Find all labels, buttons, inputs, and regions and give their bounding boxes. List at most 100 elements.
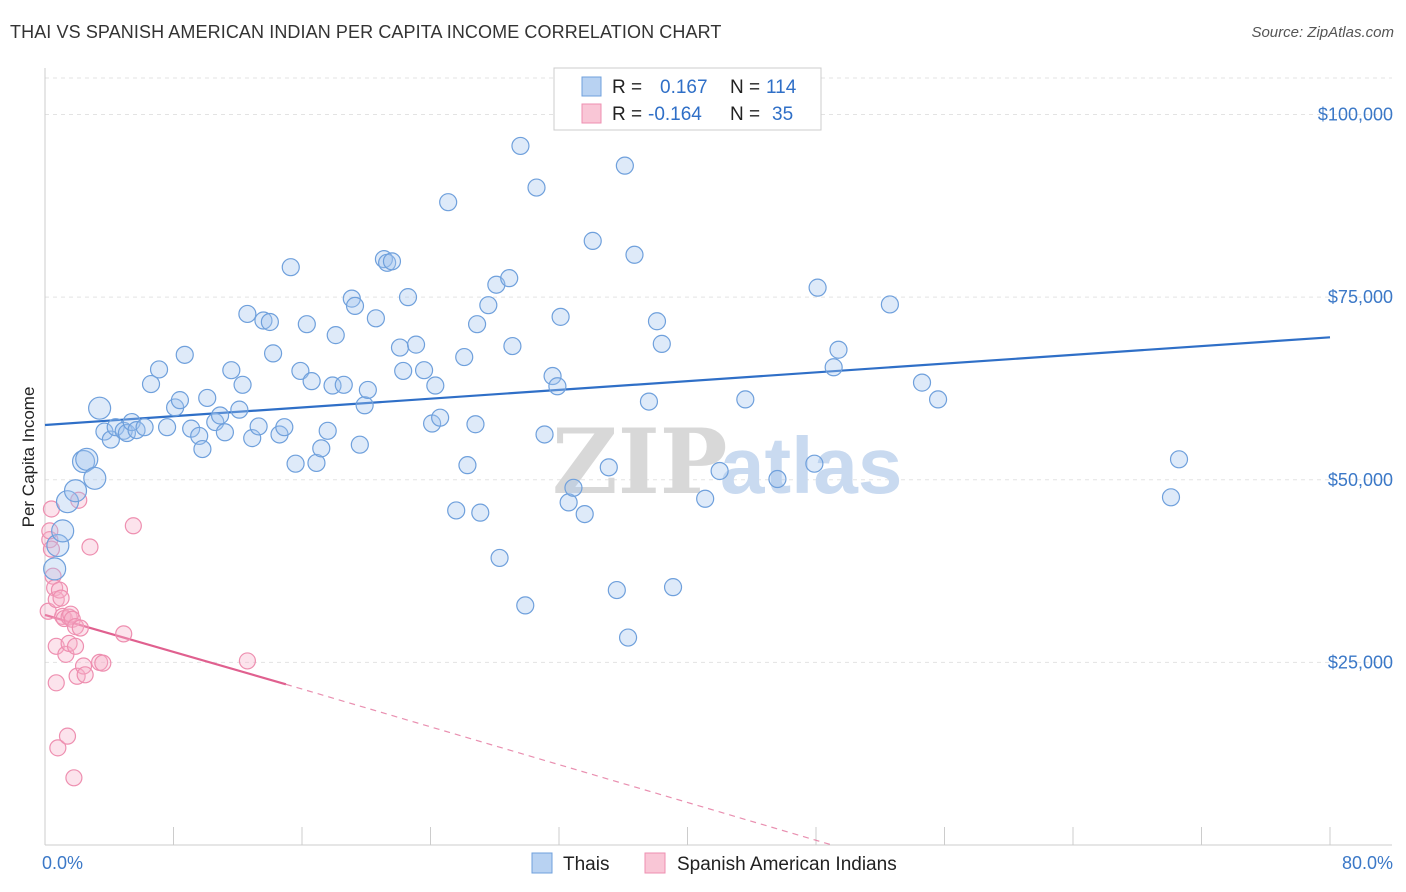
thais-point-68 — [431, 408, 450, 427]
thais-point-105 — [824, 358, 843, 377]
thais-point-22 — [175, 345, 194, 364]
thais-point-93 — [615, 156, 634, 175]
thais-point-1 — [46, 533, 70, 558]
thais-point-100 — [696, 489, 715, 508]
thais-point-104 — [808, 278, 827, 297]
watermark-zip: ZIP — [552, 409, 727, 515]
thais-point-17 — [141, 374, 161, 394]
thais-point-70 — [447, 501, 466, 520]
thais-point-77 — [490, 548, 509, 568]
thais-point-81 — [516, 596, 535, 615]
spanish-point-8 — [47, 674, 65, 692]
thais-point-69 — [439, 193, 458, 212]
legend-n-value-thais: 114 — [766, 77, 797, 98]
thais-point-96 — [639, 392, 659, 411]
y-tick-labels: $25,000 $50,000 $75,000 $100,000 — [1318, 105, 1393, 673]
legend-r-value-spanish: -0.164 — [648, 104, 702, 125]
trend-line-thais — [44, 336, 1331, 427]
y-tick-label-3: $100,000 — [1318, 105, 1393, 125]
thais-point-110 — [1169, 450, 1189, 469]
legend-r-label-thais: R = — [612, 77, 642, 98]
thais-point-112 — [710, 461, 729, 481]
thais-point-72 — [458, 456, 477, 475]
thais-point-107 — [880, 295, 899, 314]
thais-point-61 — [390, 338, 410, 357]
thais-point-51 — [334, 375, 353, 394]
thais-point-87 — [559, 493, 578, 512]
spanish-point-30 — [94, 654, 112, 672]
watermark: ZIP atlas — [552, 409, 902, 515]
spanish-point-32 — [124, 517, 142, 535]
thais-point-85 — [548, 377, 567, 396]
thais-point-63 — [398, 288, 418, 307]
thais-point-95 — [625, 245, 644, 264]
thais-point-97 — [647, 312, 667, 331]
y-tick-label-1: $50,000 — [1328, 470, 1393, 490]
spanish-point-33 — [238, 652, 256, 670]
x-tick-label-max: 80.0% — [1342, 853, 1393, 873]
source-credit: Source: ZipAtlas.com — [1251, 24, 1394, 41]
y-tick-label-0: $25,000 — [1328, 652, 1393, 672]
thais-point-26 — [198, 388, 217, 408]
bottom-legend-swatch-spanish — [644, 852, 666, 874]
thais-point-90 — [583, 231, 602, 250]
thais-point-44 — [297, 315, 316, 334]
thais-point-0 — [43, 557, 67, 581]
legend-n-label-thais: N = — [730, 77, 760, 98]
axes — [44, 68, 1392, 846]
thais-point-75 — [479, 296, 498, 315]
thais-point-99 — [663, 578, 683, 597]
thais-point-19 — [157, 418, 177, 437]
thais-point-48 — [318, 421, 337, 440]
thais-point-32 — [233, 375, 252, 394]
thais-point-41 — [281, 258, 300, 277]
spanish-point-26 — [74, 657, 93, 675]
thais-point-31 — [230, 400, 249, 419]
thais-point-78 — [500, 269, 519, 288]
thais-point-43 — [291, 361, 310, 381]
thais-point-80 — [511, 136, 530, 156]
correlation-legend: R = 0.167 N = 114 R = -0.164 N = 35 — [553, 67, 822, 131]
trend-line-spanish — [44, 613, 287, 686]
thais-point-47 — [312, 439, 331, 458]
thais-point-21 — [170, 391, 190, 410]
thais-point-54 — [350, 435, 369, 454]
thais-point-82 — [527, 178, 546, 197]
trend-line-spanish-extended — [285, 683, 833, 846]
thais-point-46 — [307, 453, 326, 473]
spanish-point-9 — [49, 739, 67, 757]
thais-point-50 — [326, 326, 345, 345]
thais-point-37 — [260, 312, 279, 332]
chart-title: THAI VS SPANISH AMERICAN INDIAN PER CAPI… — [10, 22, 722, 42]
thais-point-33 — [238, 304, 257, 324]
spanish-point-11 — [52, 589, 70, 607]
thais-point-53 — [345, 296, 365, 316]
thais-point-74 — [471, 503, 490, 522]
thais-point-45 — [302, 372, 321, 391]
thais-point-57 — [366, 309, 385, 328]
thais-point-98 — [652, 334, 671, 353]
thais-point-36 — [254, 311, 273, 330]
thais-point-73 — [467, 315, 487, 334]
thais-point-103 — [805, 454, 824, 473]
thais-point-67 — [426, 376, 445, 395]
thais-point-83 — [535, 425, 554, 444]
thais-point-106 — [829, 340, 848, 359]
thais-point-30 — [222, 361, 241, 380]
thais-point-102 — [768, 469, 787, 489]
thais-point-40 — [275, 418, 294, 437]
thais-point-94 — [618, 628, 638, 647]
thais-points — [43, 136, 1189, 647]
spanish-point-25 — [71, 619, 89, 637]
thais-point-113 — [466, 415, 485, 434]
spanish-point-20 — [65, 769, 83, 787]
y-axis-title: Per Capita Income — [19, 387, 38, 528]
thais-point-5 — [71, 449, 96, 474]
thais-point-111 — [1161, 488, 1181, 507]
spanish-point-27 — [76, 666, 94, 684]
thais-point-60 — [382, 252, 402, 271]
thais-point-71 — [455, 347, 474, 367]
legend-swatch-spanish — [581, 103, 602, 124]
legend-swatch-thais — [581, 76, 602, 97]
thais-point-101 — [736, 390, 755, 409]
